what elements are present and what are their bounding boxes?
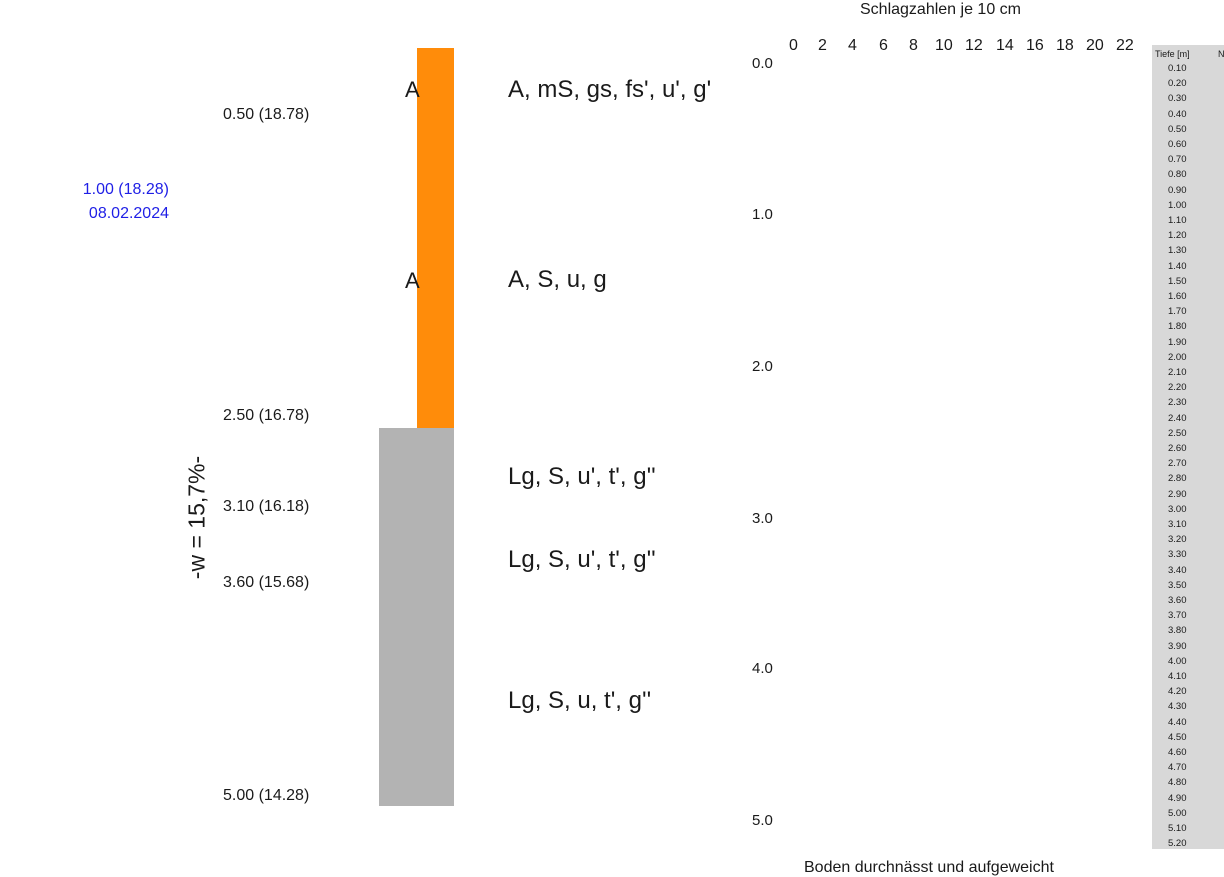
table-row: 1.00	[1168, 199, 1187, 211]
table-row: 3.20	[1168, 534, 1187, 546]
table-row: 4.60	[1168, 747, 1187, 758]
table-row: 5.20	[1168, 838, 1187, 850]
layer-code: A	[405, 77, 420, 102]
depth-label: 0.50 (18.78)	[223, 106, 310, 123]
table-row: 1.30	[1168, 245, 1187, 257]
depth-label: 5.00 (14.28)	[223, 787, 310, 804]
table-row: 5.10	[1168, 823, 1187, 834]
table-row: 2.00	[1168, 351, 1187, 363]
blow-count-table: Tiefe [m] N 0.10 0.20 0.30 0.40 0.50 0.60 0.70…	[1152, 45, 1224, 849]
depth-label: 3.10 (16.18)	[223, 498, 310, 515]
x-tick: 10	[935, 37, 953, 54]
x-tick: 16	[1026, 37, 1044, 54]
x-tick: 22	[1116, 37, 1134, 54]
table-row: 2.30	[1168, 397, 1187, 409]
layer-description: Lg, S, u', t', g''	[508, 463, 656, 490]
table-row: 4.40	[1168, 716, 1187, 728]
table-row: 3.60	[1168, 595, 1187, 606]
table-header-n: N	[1218, 49, 1224, 59]
layer-fill-orange	[417, 48, 454, 428]
table-header-depth: Tiefe [m]	[1155, 49, 1190, 59]
layer-description: A, mS, gs, fs', u', g'	[508, 76, 712, 103]
table-row: 3.80	[1168, 625, 1187, 637]
table-row: 3.10	[1168, 519, 1187, 530]
table-row: 4.00	[1168, 655, 1187, 667]
y-tick: 0.0	[752, 55, 773, 72]
y-tick: 5.0	[752, 812, 773, 829]
groundwater-depth: 1.00 (18.28)	[82, 181, 169, 198]
y-tick: 3.0	[752, 510, 773, 527]
table-row: 0.90	[1168, 184, 1187, 196]
table-row: 4.90	[1168, 792, 1187, 804]
chart-title: Schlagzahlen je 10 cm	[860, 1, 1021, 18]
table-row: 2.70	[1168, 458, 1187, 470]
table-row: 0.20	[1168, 78, 1187, 90]
table-row: 4.10	[1168, 671, 1187, 682]
layer-code: A	[405, 268, 420, 293]
x-tick: 14	[996, 37, 1014, 54]
x-tick: 4	[848, 37, 857, 54]
y-tick: 4.0	[752, 660, 773, 677]
x-tick: 8	[909, 37, 918, 54]
table-row: 4.20	[1168, 686, 1187, 698]
table-row: 0.40	[1168, 108, 1187, 120]
table-row: 1.40	[1168, 260, 1187, 272]
table-row: 0.70	[1168, 154, 1187, 166]
table-row: 4.70	[1168, 762, 1187, 774]
table-row: 2.20	[1168, 382, 1187, 394]
depth-label: 2.50 (16.78)	[223, 407, 310, 424]
table-row: 1.80	[1168, 321, 1187, 333]
depth-label: 3.60 (15.68)	[223, 574, 310, 591]
table-row: 2.60	[1168, 443, 1187, 454]
table-row: 0.80	[1168, 169, 1187, 181]
table-row: 3.90	[1168, 640, 1187, 652]
table-row: 2.50	[1168, 427, 1187, 439]
layer-description: A, S, u, g	[508, 266, 607, 293]
table-row: 2.80	[1168, 473, 1187, 485]
table-row: 3.50	[1168, 579, 1187, 591]
groundwater-date: 08.02.2024	[88, 205, 169, 222]
x-tick: 18	[1056, 37, 1074, 54]
table-row: 3.70	[1168, 610, 1187, 622]
table-row: 0.60	[1168, 139, 1187, 150]
table-row: 1.10	[1168, 215, 1187, 226]
table-row: 1.90	[1168, 336, 1187, 348]
table-row: 3.40	[1168, 564, 1187, 576]
table-row: 0.30	[1168, 93, 1187, 105]
x-tick: 0	[789, 37, 798, 54]
table-row: 2.10	[1168, 367, 1187, 378]
table-row: 1.60	[1168, 291, 1187, 302]
table-row: 0.10	[1168, 63, 1187, 74]
layer-natural-grey	[379, 428, 454, 806]
table-row: 4.80	[1168, 777, 1187, 789]
water-content-label: -w = 15,7%-	[183, 455, 210, 580]
layer-description: Lg, S, u', t', g''	[508, 546, 656, 573]
table-row: 3.00	[1168, 503, 1187, 515]
x-tick: 20	[1086, 37, 1104, 54]
table-row: 3.30	[1168, 549, 1187, 561]
table-row: 4.30	[1168, 701, 1187, 713]
table-row: 1.50	[1168, 275, 1187, 287]
y-tick: 1.0	[752, 206, 773, 223]
table-row: 4.50	[1168, 731, 1187, 743]
table-row: 1.20	[1168, 230, 1187, 242]
table-row: 2.90	[1168, 488, 1187, 500]
table-row: 2.40	[1168, 412, 1187, 424]
table-row: 0.50	[1168, 123, 1187, 135]
chart-caption: Boden durchnässt und aufgeweicht	[804, 859, 1054, 876]
x-tick: 6	[879, 37, 888, 54]
table-row: 5.00	[1168, 807, 1187, 819]
table-row: 1.70	[1168, 306, 1187, 318]
y-tick: 2.0	[752, 358, 773, 375]
layer-description: Lg, S, u, t', g''	[508, 687, 652, 714]
x-tick: 2	[818, 37, 827, 54]
x-tick: 12	[965, 37, 983, 54]
